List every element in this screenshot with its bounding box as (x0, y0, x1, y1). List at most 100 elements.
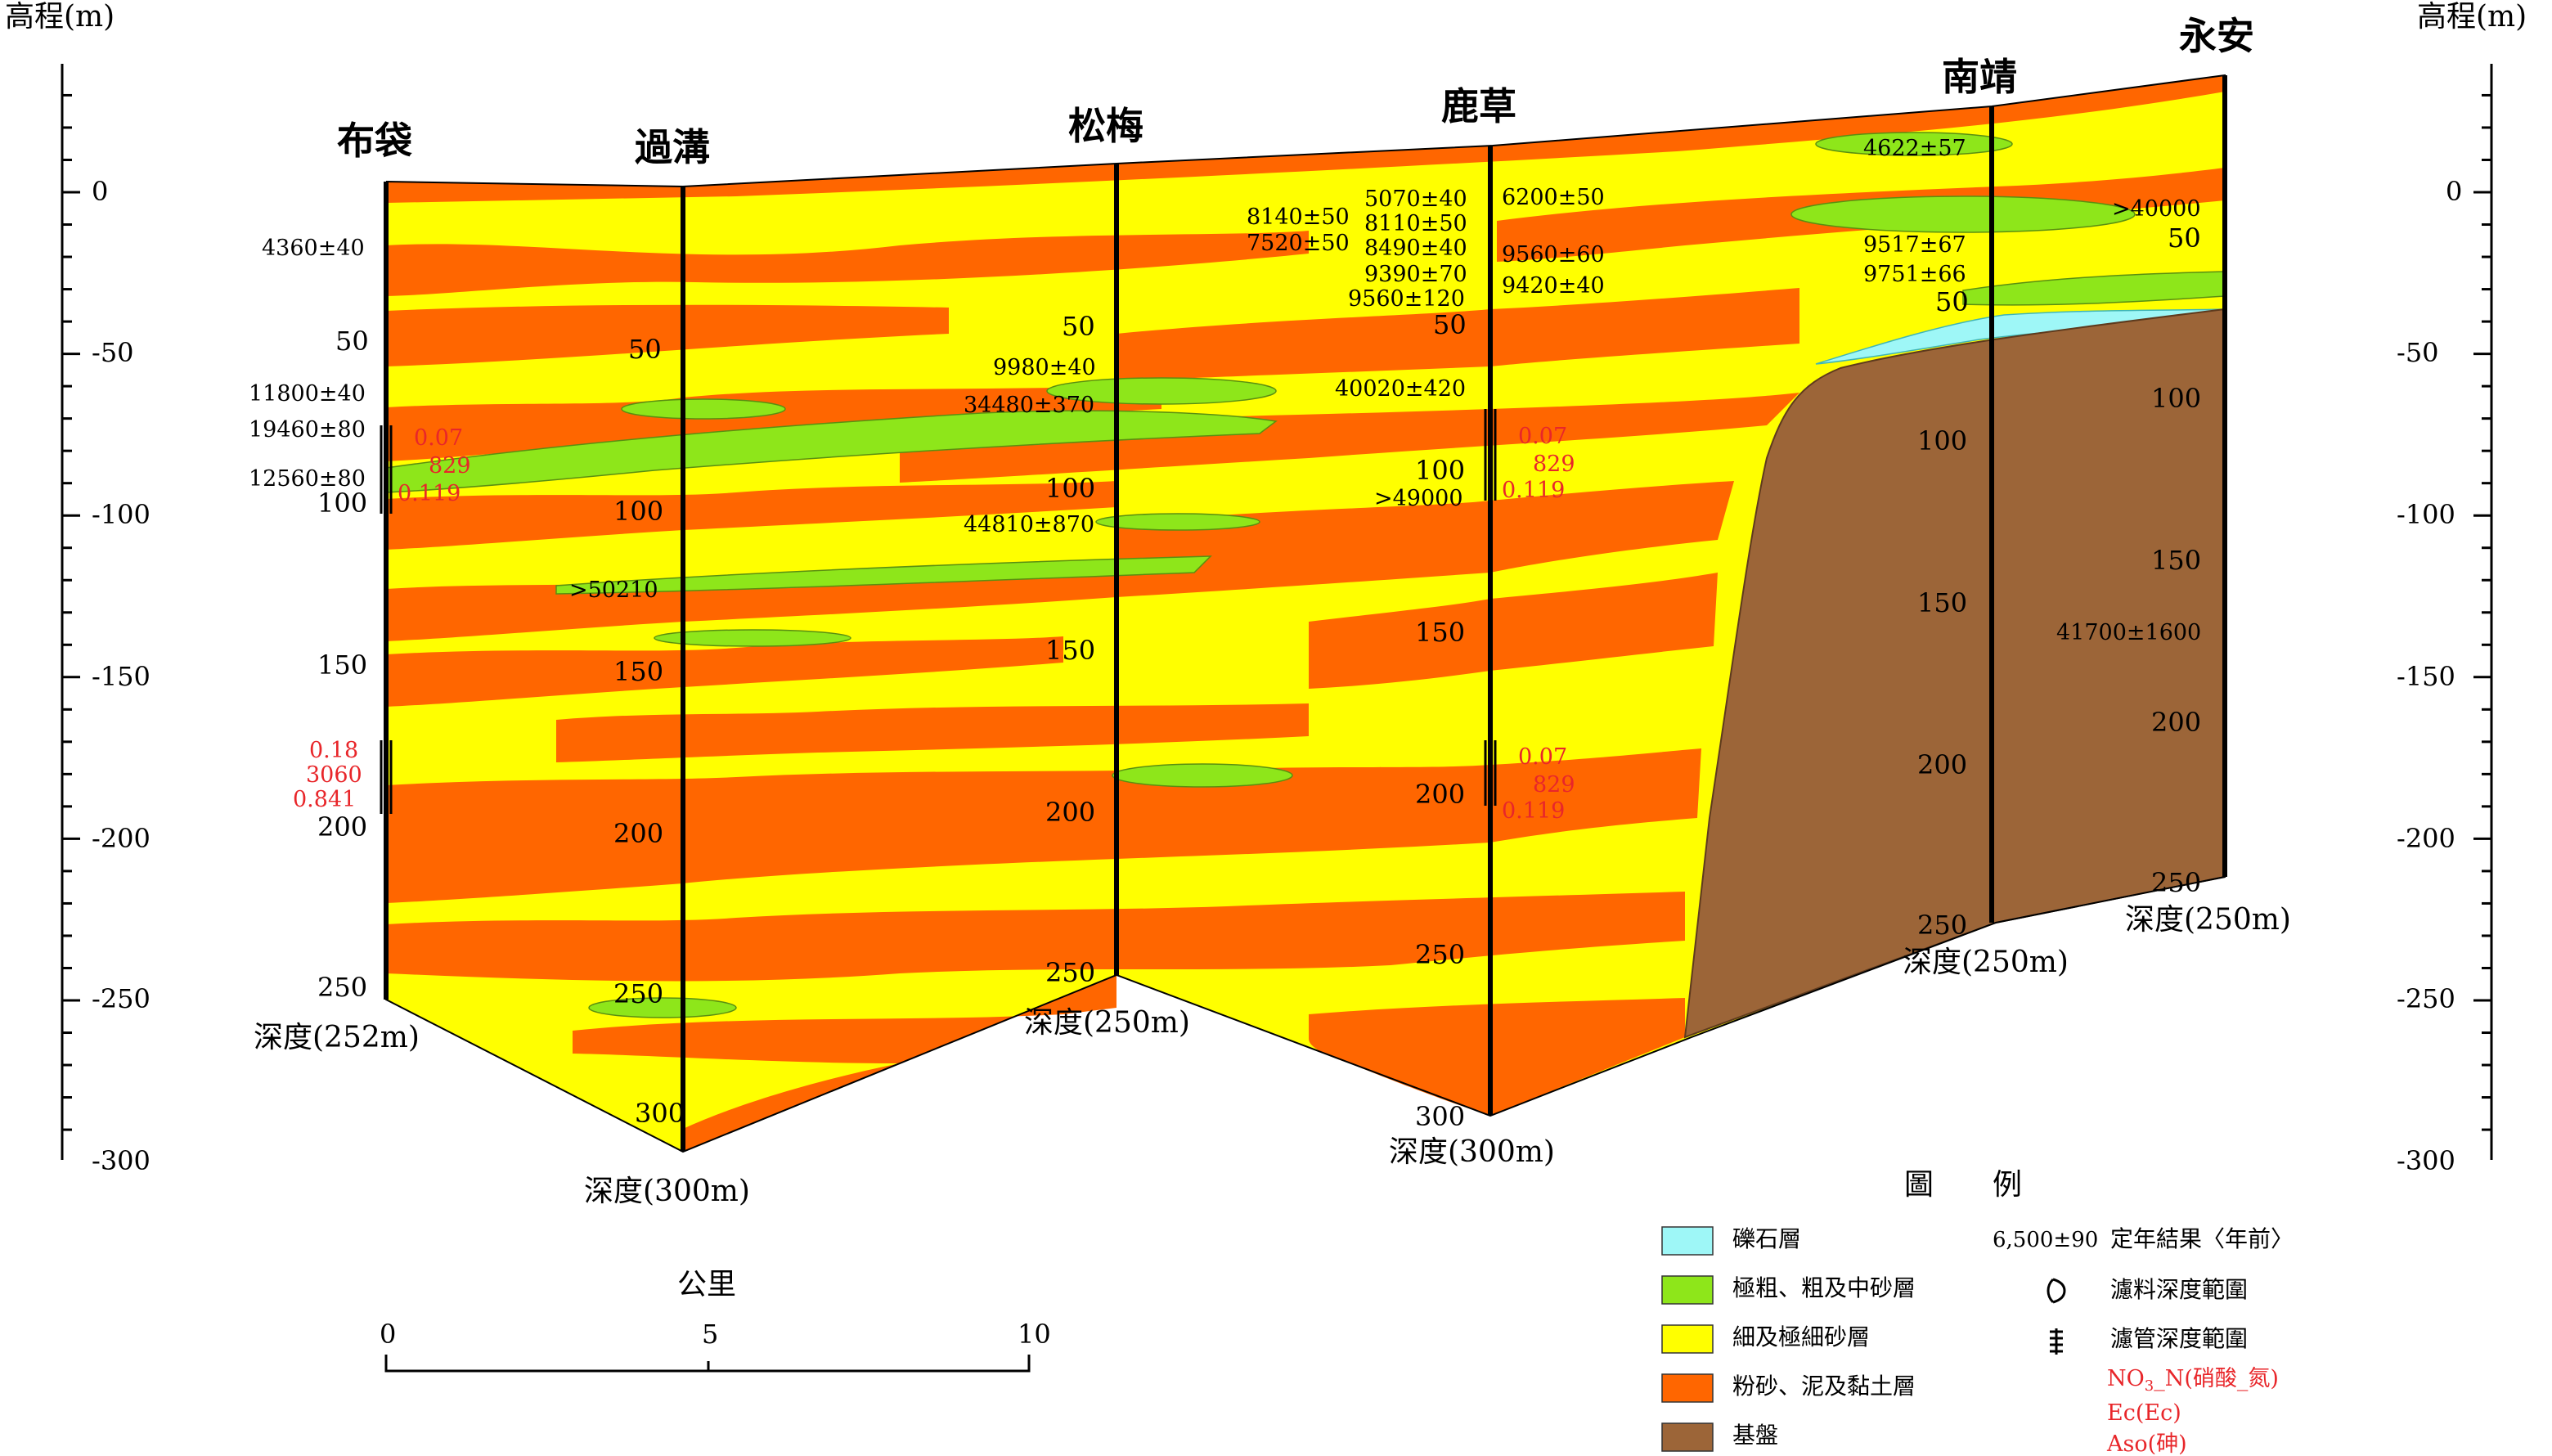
depth-tick-label: 250 (2151, 867, 2201, 898)
age-label: 4622±57 (1863, 136, 1966, 161)
clay-layer (900, 393, 1799, 483)
clay-layer (386, 231, 1309, 296)
well-name: 鹿草 (1441, 84, 1516, 128)
legend-label: 粉砂、泥及黏土層 (1732, 1373, 1916, 1400)
depth-label: 深度(252m) (254, 1021, 420, 1054)
coarse-sand-lens (555, 555, 1212, 595)
chem-as: 0.119 (1502, 478, 1565, 503)
well-name: 布袋 (337, 119, 412, 163)
well-name: 松梅 (1068, 104, 1143, 148)
scale-tick-label: 0 (380, 1319, 396, 1350)
legend-label: 細及極細砂層 (1732, 1323, 1870, 1350)
age-label: >40000 (2112, 196, 2201, 222)
left-tick-label: -300 (92, 1145, 151, 1176)
left-axis-title: 高程(m) (5, 0, 115, 34)
coarse-sand-lens (654, 629, 851, 647)
depth-label: 深度(250m) (1903, 946, 2069, 979)
clay-layers (386, 75, 2225, 1152)
depth-tick-label: 50 (628, 334, 662, 365)
well-screen-icon (2050, 1328, 2063, 1355)
right-tick-label: 0 (2446, 176, 2462, 207)
depth-tick-label: 50 (1433, 309, 1467, 340)
clay-layer (1116, 288, 1799, 381)
legend-label: 礫石層 (1732, 1225, 1801, 1252)
well-lucao: 鹿草 50 100 150 200 250 300 深度(300m) 5070±… (1335, 84, 1605, 1169)
clay-layer (386, 384, 1161, 461)
right-tick-label: -100 (2397, 499, 2455, 530)
depth-tick-label: 150 (1917, 587, 1967, 618)
right-elevation-axis: 高程(m) 0 -50 -100 -150 -200 -250 -300 (2397, 0, 2527, 1176)
coarse-sand-lens (385, 410, 1278, 493)
clay-layer (386, 481, 1116, 550)
coarse-sand-lens (1790, 195, 2136, 233)
well-name: 過溝 (635, 125, 710, 169)
coarse-sand-lens (1046, 377, 1277, 405)
age-label: 9560±60 (1502, 242, 1605, 267)
legend-swatch-coarse-sand (1661, 1275, 1714, 1305)
coarse-sand-lens (621, 398, 786, 420)
well-name: 南靖 (1942, 55, 2017, 99)
depth-tick-label: 250 (1917, 910, 1967, 941)
right-tick-label: -150 (2397, 661, 2455, 692)
depth-tick-label: 250 (1045, 957, 1095, 988)
age-label: 44810±870 (964, 512, 1094, 537)
legend-label: 濾管深度範圍 (2110, 1325, 2248, 1352)
chem-no3: 0.07 (1518, 424, 1567, 449)
depth-tick-label: 150 (317, 649, 367, 681)
chem-ec: 829 (1533, 772, 1575, 798)
depth-tick-label: 50 (2168, 222, 2201, 254)
depth-tick-label: 200 (2151, 707, 2201, 738)
depth-tick-label: 150 (1415, 617, 1465, 648)
coarse-sand-lens (1095, 513, 1260, 531)
legend-swatch-fine-sand (1661, 1324, 1714, 1354)
scale-title: 公里 (677, 1268, 736, 1301)
filter-pack-bracket-icon (2047, 1278, 2066, 1304)
clay-layer (386, 636, 1063, 707)
age-label: 5070±40 (1364, 186, 1467, 212)
depth-tick-label: 50 (1062, 311, 1095, 342)
well-nanjing: 南靖 50 100 150 200 250 深度(250m) 4622±57 9… (1863, 55, 2069, 979)
depth-tick-label: 250 (317, 972, 367, 1003)
depth-tick-label: 300 (635, 1098, 685, 1129)
clay-layer (386, 304, 949, 366)
legend-label: 基盤 (1732, 1422, 1778, 1449)
chem-as: 0.119 (398, 481, 461, 506)
left-tick-label: -100 (92, 499, 151, 530)
age-label: 9517±67 (1863, 232, 1966, 258)
age-label: 7520±50 (1247, 231, 1350, 256)
chem-no3: 0.07 (1518, 744, 1567, 770)
age-label: 34480±370 (964, 393, 1094, 418)
legend-swatch-clay (1661, 1373, 1714, 1403)
right-tick-label: -200 (2397, 823, 2455, 854)
depth-tick-label: 50 (1935, 286, 1969, 317)
well-yongan: 永安 50 100 150 200 250 深度(250m) >40000 41… (2056, 14, 2291, 937)
depth-tick-label: 200 (317, 811, 367, 843)
left-tick-label: 0 (92, 176, 108, 207)
depth-tick-label: 200 (1415, 779, 1465, 810)
age-label: 8110±50 (1364, 211, 1467, 236)
depth-tick-label: 100 (1045, 473, 1095, 504)
chem-no3: 0.07 (414, 425, 463, 451)
bedrock (1683, 308, 2226, 1039)
right-axis-title: 高程(m) (2417, 0, 2527, 34)
depth-label: 深度(250m) (1024, 1006, 1190, 1040)
depth-tick-label: 100 (613, 496, 663, 527)
depth-tick-label: 100 (317, 488, 367, 519)
age-label: 41700±1600 (2056, 620, 2201, 645)
age-label: 4360±40 (262, 236, 365, 261)
chem-ec: 3060 (306, 762, 362, 788)
left-tick-label: -50 (92, 337, 134, 368)
coarse-sand-lenses (385, 132, 2226, 1018)
age-label: 9560±120 (1348, 286, 1465, 312)
depth-tick-label: 100 (1917, 425, 1967, 456)
well-songmei: 松梅 50 100 150 200 250 深度(250m) 8140±50 7… (964, 104, 1350, 1040)
depth-tick-label: 300 (1415, 1101, 1465, 1132)
legend-swatch-gravel (1661, 1226, 1714, 1256)
age-label: 8490±40 (1364, 236, 1467, 261)
age-label: 19460±80 (249, 417, 366, 443)
clay-layer (1309, 998, 1685, 1116)
coarse-sand-lens (588, 997, 737, 1018)
age-label: 12560±80 (249, 466, 366, 492)
legend-label: 濾料深度範圍 (2110, 1276, 2248, 1303)
